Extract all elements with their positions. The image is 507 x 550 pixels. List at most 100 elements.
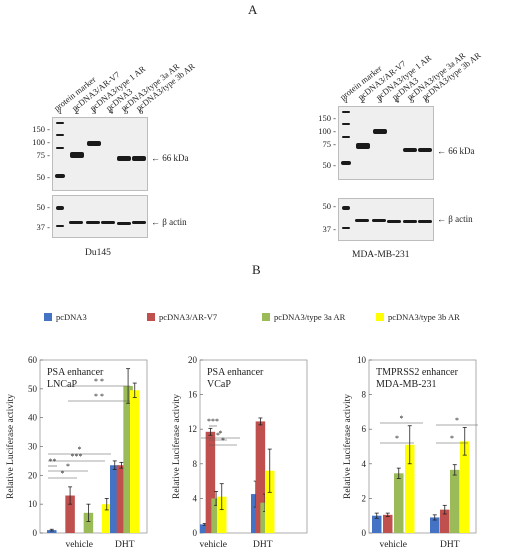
significance-label: * * (94, 377, 104, 386)
y-axis-label: Relative Luciferase activity (171, 394, 182, 499)
mw-right-75: 75 - (322, 139, 336, 149)
legend-swatch (44, 313, 52, 321)
bar (450, 469, 460, 533)
bar (110, 465, 120, 533)
y-tick-label: 0 (193, 528, 198, 538)
cell-line-right: MDA-MB-231 (352, 250, 410, 260)
bar (65, 495, 75, 533)
significance-label: * (66, 462, 70, 471)
mw-left-75: 75 - (36, 150, 50, 160)
lane-number-2: 2 (75, 106, 80, 116)
chart-subtitle: MDA-MB-231 (376, 379, 437, 390)
bar (200, 524, 210, 533)
bar (265, 470, 275, 533)
y-axis-label: Relative Luciferase activity (342, 394, 353, 499)
chart-title: TMPRSS2 enhancer (376, 367, 459, 378)
mw-left-actin-50: 50 - (36, 202, 50, 212)
mw-right-actin-50: 50 - (322, 201, 336, 211)
y-tick-label: 40 (28, 413, 38, 423)
legend-label: pcDNA3/type 3b AR (388, 312, 460, 322)
x-tick-label: vehicle (200, 540, 227, 550)
panel-b-label: B (252, 262, 261, 277)
significance-label: * (450, 434, 454, 443)
lane-number-r4: 4 (395, 95, 400, 105)
significance-label: * (400, 414, 404, 423)
chart-frame (368, 359, 477, 534)
chart-title: PSA enhancer (207, 367, 264, 378)
mw-left-actin-37: 37 - (36, 222, 50, 232)
lane-number-4: 4 (109, 106, 114, 116)
bar (211, 498, 221, 533)
y-tick-label: 20 (188, 355, 198, 365)
lane-number-r1: 1 (344, 95, 349, 105)
bar (217, 496, 227, 533)
lane-number-r6: 6 (425, 95, 430, 105)
blot-left-bottom (52, 195, 148, 238)
chart-subtitle: VCaP (207, 379, 231, 390)
lane-number-r5: 5 (410, 95, 415, 105)
significance-label: *** (71, 452, 83, 461)
mw-left-100: 100 - (32, 137, 50, 147)
bar (394, 473, 404, 533)
bar (116, 465, 127, 533)
legend-label: pcDNA3/AR-V7 (159, 312, 218, 322)
bar (130, 390, 140, 533)
x-tick-label: DHT (253, 540, 273, 550)
bar (440, 509, 450, 533)
mw-right-150: 150 - (318, 113, 336, 123)
y-tick-label: 20 (28, 470, 38, 480)
y-tick-label: 12 (188, 424, 197, 434)
y-tick-label: 16 (188, 390, 198, 400)
significance-label: * (219, 429, 223, 438)
y-tick-label: 60 (28, 355, 38, 365)
x-tick-label: DHT (440, 540, 460, 550)
mw-right-50: 50 - (322, 160, 336, 170)
x-tick-label: DHT (115, 540, 135, 550)
bar (123, 385, 133, 533)
bar (255, 421, 266, 533)
mw-right-actin-37: 37 - (322, 224, 336, 234)
mw-left-150: 150 - (32, 124, 50, 134)
panel-a-label: A (248, 2, 258, 17)
lane-number-1: 1 (58, 106, 63, 116)
lane-number-r3: 3 (378, 95, 383, 105)
y-tick-label: 10 (28, 499, 38, 509)
chart-title: PSA enhancer (47, 367, 104, 378)
y-tick-label: 50 (28, 384, 38, 394)
mw-right-100: 100 - (318, 126, 336, 136)
bar (430, 517, 440, 533)
y-tick-label: 8 (193, 459, 198, 469)
lane-number-3: 3 (92, 106, 97, 116)
legend-swatch (376, 313, 384, 321)
bar (205, 431, 216, 533)
y-tick-label: 0 (362, 528, 367, 538)
blot-left-top (52, 117, 148, 191)
bar (405, 444, 415, 533)
legend-label: pcDNA3 (56, 312, 87, 322)
y-axis-label: Relative Luciferase activity (5, 394, 16, 499)
lane-number-6: 6 (139, 106, 144, 116)
y-tick-label: 6 (362, 424, 367, 434)
y-tick-label: 10 (357, 355, 367, 365)
bar (460, 441, 470, 533)
blot-right-bottom (338, 198, 434, 241)
bar (47, 530, 57, 533)
actin-label-left: ← β actin (151, 217, 187, 227)
legend-swatch (262, 313, 270, 321)
significance-label: * * (94, 392, 104, 401)
significance-label: * (395, 434, 399, 443)
bar (83, 512, 94, 533)
bar (102, 504, 112, 533)
y-tick-label: 8 (362, 390, 367, 400)
blot-right-top (338, 106, 434, 180)
legend-item-ar-v7: pcDNA3/AR-V7 (147, 312, 217, 322)
significance-label: * (61, 469, 65, 478)
legend-item-type3a: pcDNA3/type 3a AR (262, 312, 345, 322)
cell-line-left: Du145 (85, 248, 111, 258)
lane-number-r2: 2 (361, 95, 366, 105)
legend-item-pcdna3: pcDNA3 (44, 312, 87, 322)
x-tick-label: vehicle (380, 540, 407, 550)
x-tick-label: vehicle (66, 540, 93, 550)
legend-swatch (147, 313, 155, 321)
